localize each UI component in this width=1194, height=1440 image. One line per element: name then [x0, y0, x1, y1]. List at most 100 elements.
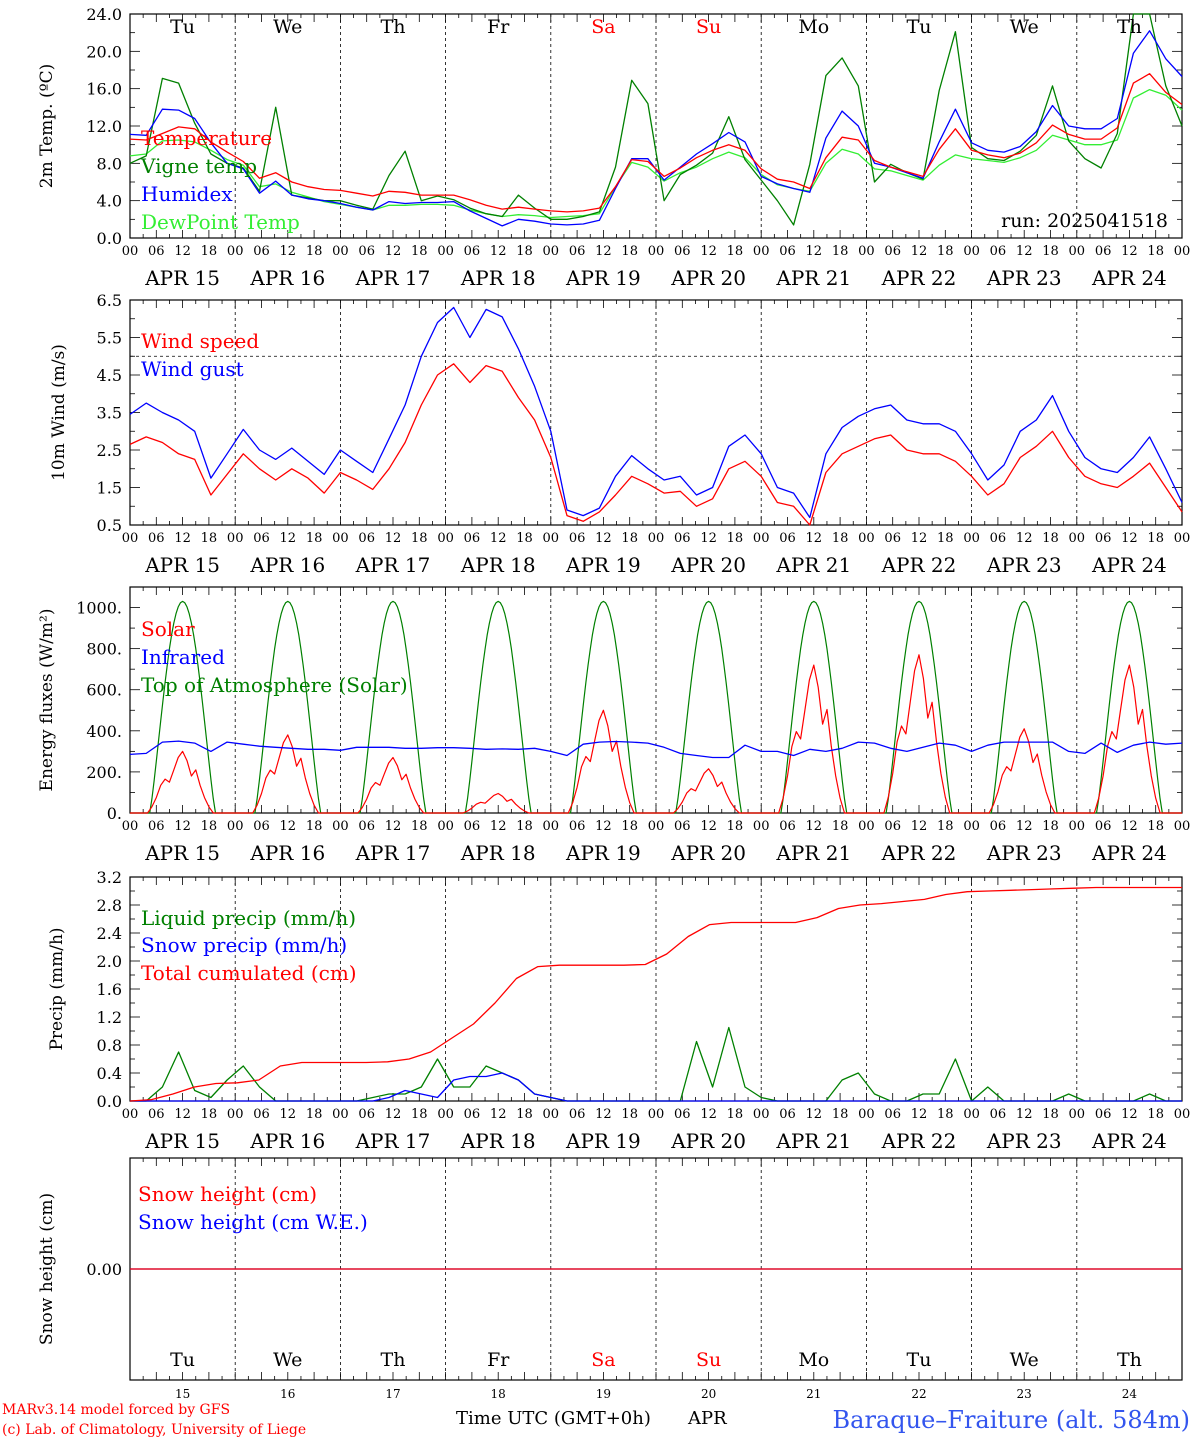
hour-tick-label: 12 [280, 244, 297, 259]
y-tick-label: 5.5 [97, 329, 122, 348]
hour-tick-label: 00 [858, 819, 875, 834]
hour-tick-label: 12 [280, 531, 297, 546]
hour-tick-label: 18 [621, 244, 638, 259]
hour-tick-label: 06 [358, 531, 375, 546]
hour-tick-label: 00 [437, 531, 454, 546]
hour-tick-label: 18 [1147, 819, 1164, 834]
hour-tick-label: 12 [1121, 531, 1138, 546]
weekday-label: Mo [798, 1349, 829, 1371]
y-tick-label: 24.0 [86, 5, 122, 24]
hour-tick-label: 00 [963, 819, 980, 834]
hour-tick-label: 12 [806, 244, 823, 259]
hour-tick-label: 00 [437, 1107, 454, 1122]
hour-tick-label: 06 [253, 531, 270, 546]
hour-tick-label: 00 [332, 1107, 349, 1122]
y-tick-label: 0.0 [97, 229, 122, 248]
hour-tick-label: 06 [1095, 244, 1112, 259]
hour-tick-label: 12 [280, 1107, 297, 1122]
date-label: APR 15 [144, 841, 220, 865]
hour-tick-label: 00 [858, 531, 875, 546]
hour-tick-label: 12 [1121, 819, 1138, 834]
hour-tick-label: 06 [253, 244, 270, 259]
date-label: APR 21 [775, 553, 851, 577]
date-label: APR 15 [144, 553, 220, 577]
hour-tick-label: 00 [543, 244, 560, 259]
hour-tick-label: 12 [174, 244, 191, 259]
date-label: APR 24 [1091, 841, 1167, 865]
date-label: APR 24 [1091, 1129, 1167, 1153]
date-label: APR 23 [986, 266, 1062, 290]
hour-tick-label: 12 [490, 1107, 507, 1122]
series-dewpoint-temp [129, 88, 1183, 219]
hour-tick-label: 06 [464, 531, 481, 546]
hour-tick-label: 18 [621, 531, 638, 546]
hour-tick-label: 06 [1095, 819, 1112, 834]
hour-tick-label: 00 [1174, 244, 1191, 259]
hour-tick-label: 18 [832, 244, 849, 259]
hour-tick-label: 06 [569, 531, 586, 546]
legend-entry: Snow height (cm) [138, 1182, 317, 1206]
hour-tick-label: 06 [358, 1107, 375, 1122]
hour-tick-label: 00 [227, 1107, 244, 1122]
hour-tick-label: 18 [201, 244, 218, 259]
hour-tick-label: 00 [227, 819, 244, 834]
hour-tick-label: 06 [464, 1107, 481, 1122]
hour-tick-label: 18 [306, 531, 323, 546]
legend-entry: Vigne temp [140, 154, 257, 178]
plot-frame-temperature [129, 13, 1183, 239]
hour-tick-label: 18 [411, 1107, 428, 1122]
hour-tick-label: 12 [911, 244, 928, 259]
hour-tick-label: 06 [569, 244, 586, 259]
hour-tick-label: 00 [543, 531, 560, 546]
y-tick-label: 8.0 [97, 154, 122, 173]
legend-entry: Snow height (cm W.E.) [138, 1210, 368, 1234]
hour-tick-label: 12 [806, 819, 823, 834]
hour-tick-label: 06 [148, 1107, 165, 1122]
date-label: APR 20 [670, 1129, 746, 1153]
hour-tick-label: 06 [674, 819, 691, 834]
weekday-label: Th [1117, 16, 1142, 38]
hour-tick-label: 00 [332, 244, 349, 259]
hour-tick-label: 18 [937, 1107, 954, 1122]
hour-tick-label: 06 [884, 244, 901, 259]
hour-tick-label: 12 [174, 531, 191, 546]
day-number-label: 19 [596, 1387, 611, 1401]
hour-tick-label: 00 [858, 244, 875, 259]
hour-tick-label: 12 [385, 1107, 402, 1122]
y-tick-label: 400. [86, 722, 122, 741]
hour-tick-label: 18 [1042, 531, 1059, 546]
hour-tick-label: 12 [490, 244, 507, 259]
hour-tick-label: 12 [595, 1107, 612, 1122]
date-label: APR 19 [565, 553, 641, 577]
y-tick-label: 200. [86, 763, 122, 782]
hour-tick-label: 00 [1069, 531, 1086, 546]
weekday-label: Fr [487, 16, 510, 38]
date-label: APR 24 [1091, 553, 1167, 577]
hour-tick-label: 06 [779, 244, 796, 259]
series-wind-gust [129, 306, 1183, 519]
legend-entry: Liquid precip (mm/h) [141, 906, 356, 930]
hour-tick-label: 00 [332, 531, 349, 546]
legend-entry: DewPoint Temp [141, 210, 300, 234]
hour-tick-label: 12 [595, 819, 612, 834]
hour-tick-label: 18 [516, 1107, 533, 1122]
date-label: APR 16 [249, 1129, 325, 1153]
y-axis-title: 2m Temp. (ºC) [37, 64, 57, 189]
weekday-label: Th [381, 16, 406, 38]
y-tick-label: 800. [86, 640, 122, 659]
hour-tick-label: 12 [911, 1107, 928, 1122]
hour-tick-label: 00 [227, 244, 244, 259]
hour-tick-label: 00 [648, 244, 665, 259]
hour-tick-label: 06 [990, 819, 1007, 834]
y-tick-label: 12.0 [86, 117, 122, 136]
footer-model-credit: MARv3.14 model forced by GFS [2, 1402, 230, 1418]
hour-tick-label: 18 [516, 819, 533, 834]
hour-tick-label: 06 [1095, 1107, 1112, 1122]
y-tick-label: 1.6 [97, 980, 122, 999]
hour-tick-label: 12 [385, 244, 402, 259]
hour-tick-label: 00 [122, 1107, 139, 1122]
date-label: APR 18 [460, 553, 536, 577]
hour-tick-label: 12 [490, 531, 507, 546]
hour-tick-label: 18 [621, 819, 638, 834]
hour-tick-label: 12 [280, 819, 297, 834]
